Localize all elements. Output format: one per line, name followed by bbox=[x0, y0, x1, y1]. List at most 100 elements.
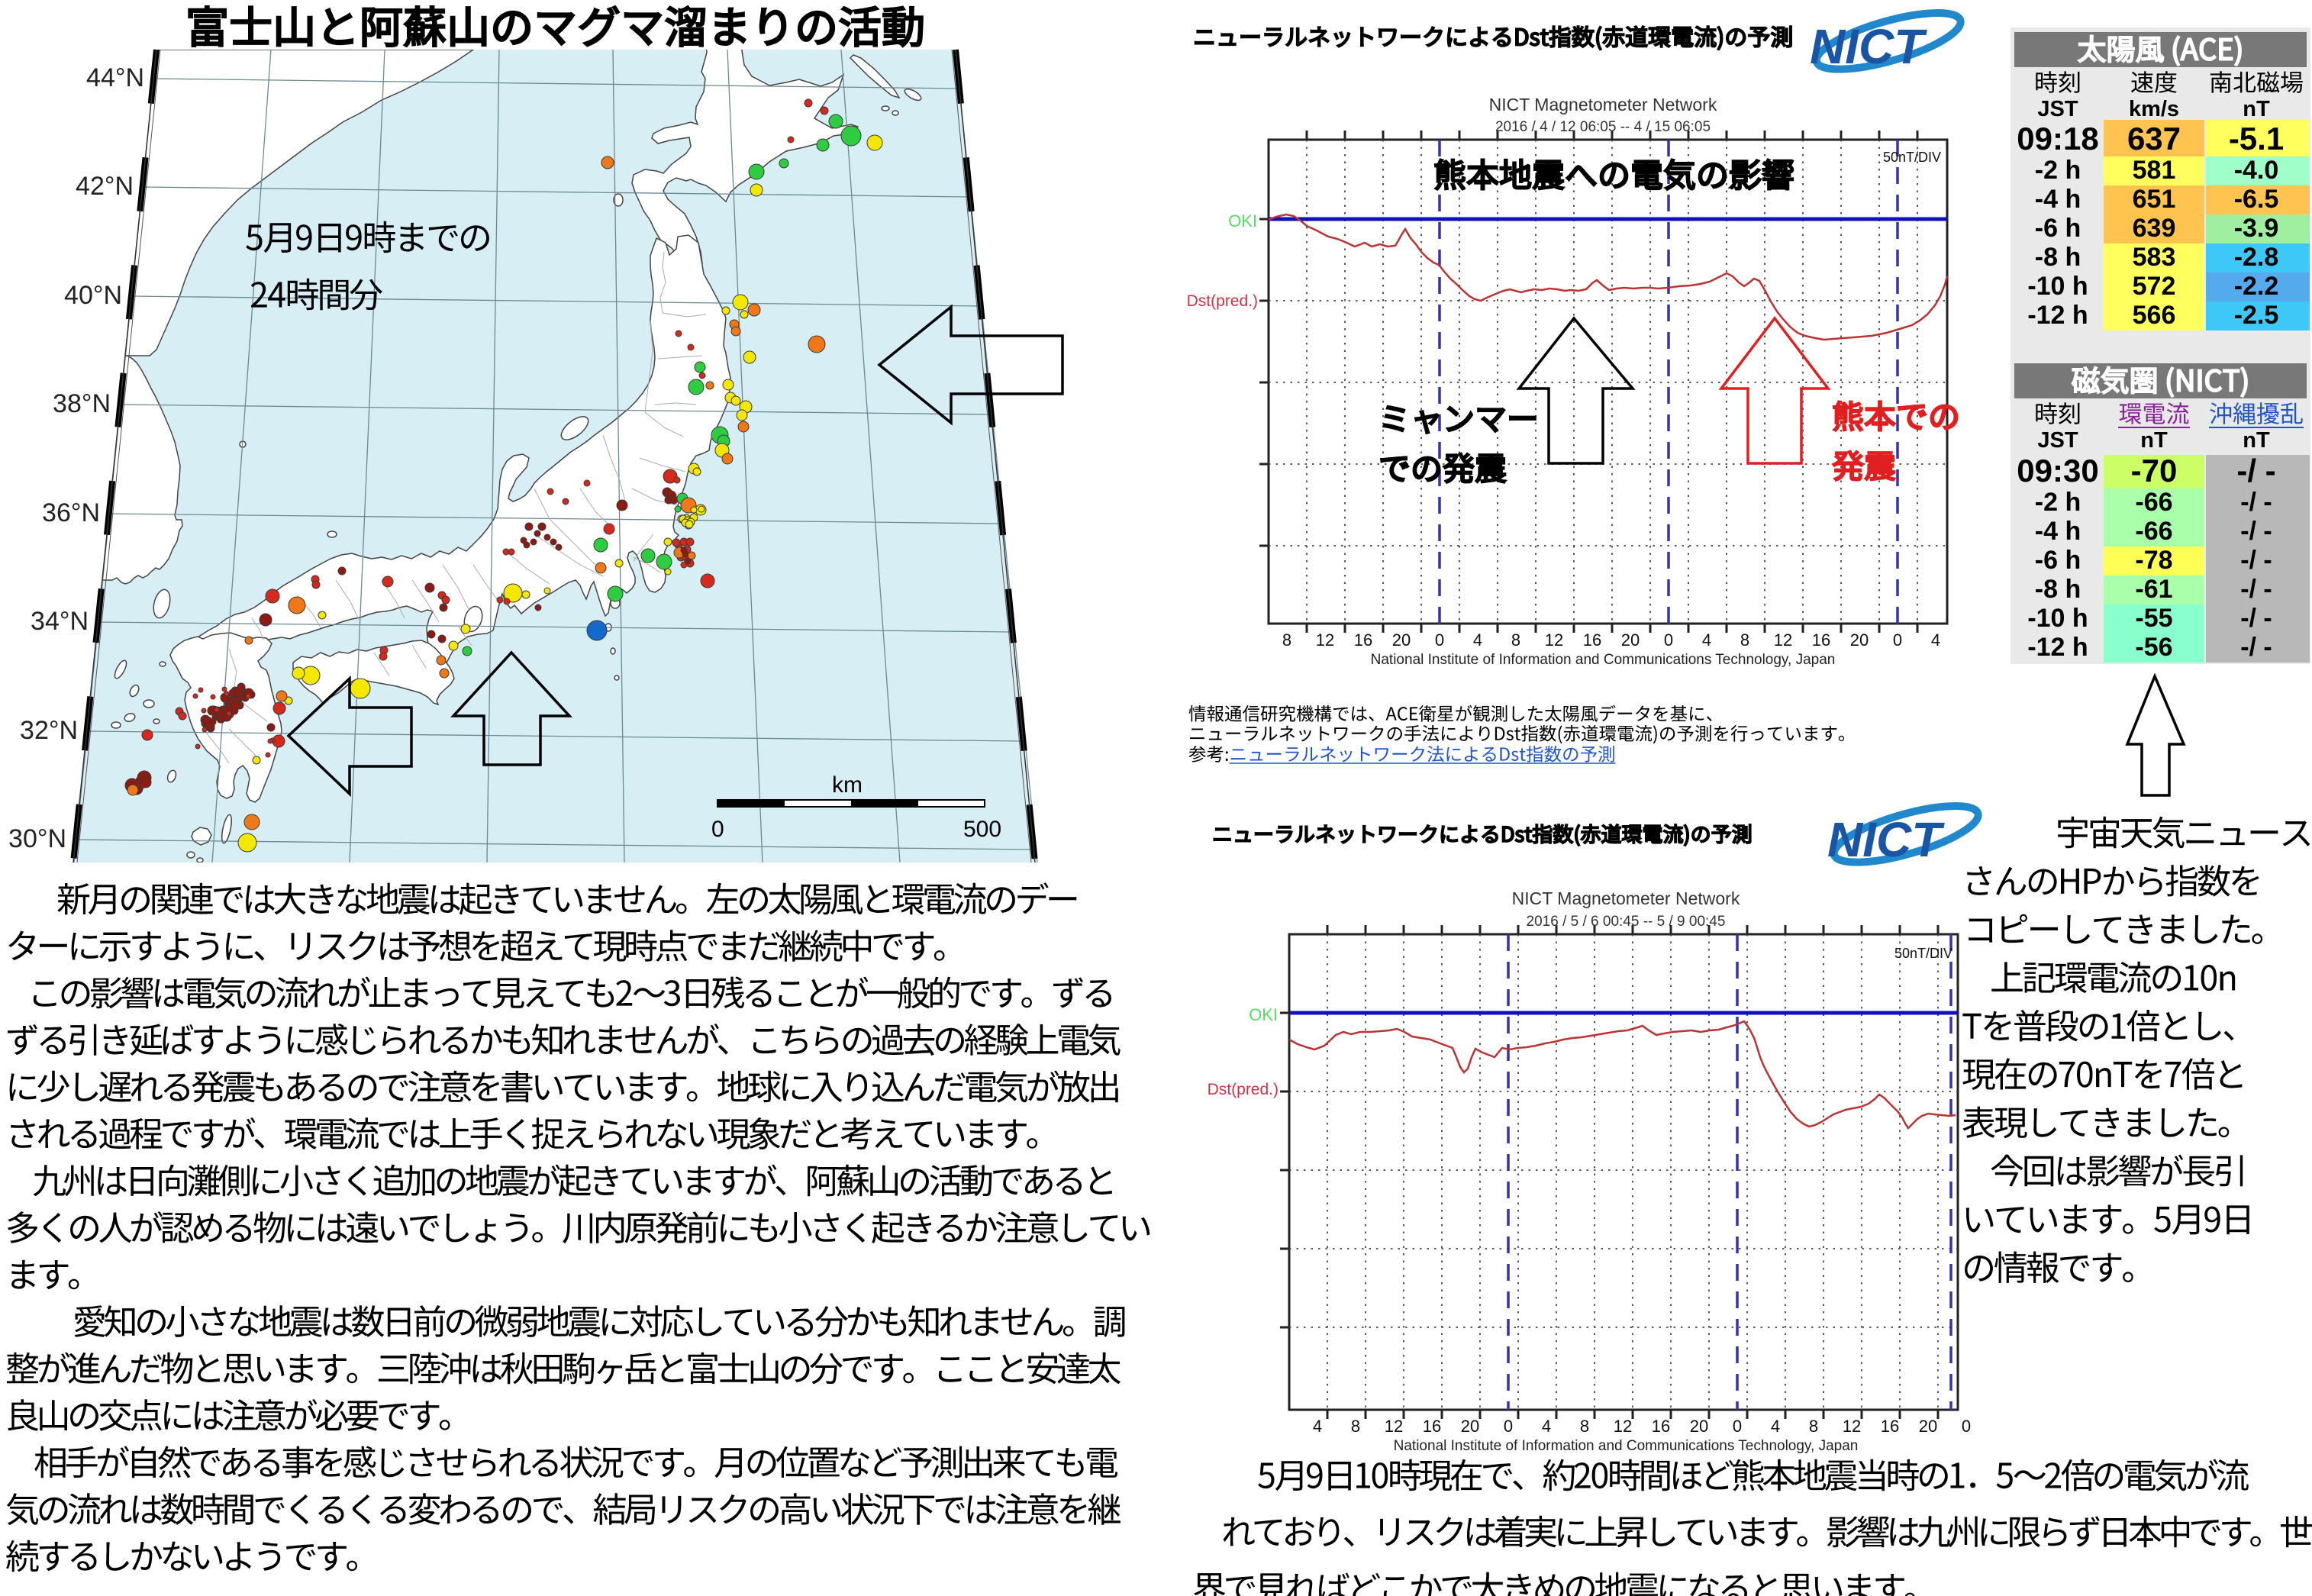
svg-text:12: 12 bbox=[1316, 630, 1334, 650]
svg-text:09:18: 09:18 bbox=[2017, 121, 2098, 156]
svg-text:-/ -: -/ - bbox=[2236, 453, 2275, 488]
svg-text:16: 16 bbox=[1652, 1417, 1670, 1436]
svg-text:8: 8 bbox=[1351, 1417, 1360, 1436]
svg-text:38°N: 38°N bbox=[53, 389, 111, 418]
svg-text:12: 12 bbox=[1614, 1417, 1632, 1436]
svg-text:8: 8 bbox=[1511, 630, 1520, 650]
svg-text:0: 0 bbox=[1962, 1417, 1971, 1436]
svg-text:34°N: 34°N bbox=[31, 607, 89, 636]
svg-text:-/ -: -/ - bbox=[2240, 488, 2272, 517]
svg-text:50nT/DIV: 50nT/DIV bbox=[1883, 150, 1941, 165]
svg-text:-12 h: -12 h bbox=[2027, 301, 2088, 330]
svg-text:-/ -: -/ - bbox=[2240, 575, 2272, 604]
svg-text:-10 h: -10 h bbox=[2027, 604, 2088, 633]
svg-text:nT: nT bbox=[2140, 428, 2168, 453]
svg-text:-66: -66 bbox=[2135, 488, 2172, 517]
svg-text:0: 0 bbox=[1435, 630, 1444, 650]
svg-text:20: 20 bbox=[1461, 1417, 1479, 1436]
svg-text:National Institute of Informat: National Institute of Information and Co… bbox=[1371, 652, 1836, 668]
svg-text:12: 12 bbox=[1385, 1417, 1403, 1436]
svg-text:8: 8 bbox=[1740, 630, 1749, 650]
svg-text:nT: nT bbox=[2243, 428, 2270, 453]
svg-text:-4.0: -4.0 bbox=[2234, 156, 2279, 185]
svg-text:637: 637 bbox=[2127, 121, 2181, 156]
svg-text:32°N: 32°N bbox=[20, 716, 78, 745]
svg-text:581: 581 bbox=[2133, 156, 2176, 185]
svg-text:20: 20 bbox=[1621, 630, 1640, 650]
svg-text:40°N: 40°N bbox=[64, 281, 122, 310]
svg-text:16: 16 bbox=[1812, 630, 1830, 650]
svg-text:4: 4 bbox=[1313, 1417, 1322, 1436]
svg-text:-/ -: -/ - bbox=[2240, 517, 2272, 546]
svg-text:12: 12 bbox=[1843, 1417, 1861, 1436]
svg-text:-8 h: -8 h bbox=[2035, 575, 2081, 604]
svg-text:8: 8 bbox=[1282, 630, 1291, 650]
svg-text:-78: -78 bbox=[2135, 546, 2172, 575]
svg-text:-61: -61 bbox=[2135, 575, 2172, 604]
svg-text:NICT: NICT bbox=[1810, 19, 1927, 74]
svg-text:572: 572 bbox=[2133, 272, 2176, 301]
svg-text:Dst(pred.): Dst(pred.) bbox=[1208, 1081, 1279, 1098]
svg-text:-8 h: -8 h bbox=[2035, 243, 2081, 272]
svg-text:Dst(pred.): Dst(pred.) bbox=[1187, 292, 1258, 310]
svg-text:09:30: 09:30 bbox=[2017, 453, 2098, 488]
svg-text:651: 651 bbox=[2133, 185, 2176, 214]
svg-text:-2 h: -2 h bbox=[2035, 488, 2081, 517]
svg-text:16: 16 bbox=[1881, 1417, 1899, 1436]
svg-text:16: 16 bbox=[1354, 630, 1372, 650]
svg-text:-/ -: -/ - bbox=[2240, 604, 2272, 633]
svg-text:-6.5: -6.5 bbox=[2234, 185, 2279, 214]
svg-text:30°N: 30°N bbox=[8, 824, 66, 853]
svg-text:4: 4 bbox=[1931, 630, 1940, 650]
svg-text:44°N: 44°N bbox=[86, 63, 144, 92]
svg-text:0: 0 bbox=[1733, 1417, 1742, 1436]
svg-text:-66: -66 bbox=[2135, 517, 2172, 546]
svg-text:-12 h: -12 h bbox=[2027, 633, 2088, 662]
svg-text:OKI: OKI bbox=[1228, 211, 1257, 231]
svg-text:20: 20 bbox=[1392, 630, 1411, 650]
svg-text:12: 12 bbox=[1545, 630, 1563, 650]
svg-text:-2.2: -2.2 bbox=[2234, 272, 2279, 301]
svg-text:km/s: km/s bbox=[2129, 97, 2179, 121]
svg-text:2016 / 4 / 12 06:05 -- 4: 2016 / 4 / 12 06:05 -- 4 / 15 06:05 bbox=[1495, 119, 1711, 135]
svg-text:8: 8 bbox=[1580, 1417, 1589, 1436]
svg-text:-6 h: -6 h bbox=[2035, 546, 2081, 575]
svg-text:566: 566 bbox=[2133, 301, 2176, 330]
svg-text:-2.5: -2.5 bbox=[2234, 301, 2279, 330]
svg-text:639: 639 bbox=[2133, 214, 2176, 243]
svg-text:NICT: NICT bbox=[1827, 812, 1945, 867]
svg-text:4: 4 bbox=[1542, 1417, 1551, 1436]
svg-text:-/ -: -/ - bbox=[2240, 633, 2272, 662]
svg-text:0: 0 bbox=[1664, 630, 1673, 650]
svg-text:0: 0 bbox=[1504, 1417, 1513, 1436]
svg-text:36°N: 36°N bbox=[42, 498, 100, 527]
svg-text:12: 12 bbox=[1774, 630, 1792, 650]
svg-text:4: 4 bbox=[1771, 1417, 1780, 1436]
svg-text:42°N: 42°N bbox=[76, 172, 134, 201]
svg-text:8: 8 bbox=[1809, 1417, 1818, 1436]
svg-text:16: 16 bbox=[1423, 1417, 1441, 1436]
svg-text:-70: -70 bbox=[2131, 453, 2178, 488]
svg-text:-55: -55 bbox=[2135, 604, 2172, 633]
svg-text:-6 h: -6 h bbox=[2035, 214, 2081, 243]
svg-text:16: 16 bbox=[1583, 630, 1601, 650]
svg-text:2016 / 5 / 6 00:45 -- 5 /: 2016 / 5 / 6 00:45 -- 5 / 9 00:45 bbox=[1527, 914, 1726, 930]
svg-text:-2 h: -2 h bbox=[2035, 156, 2081, 185]
svg-text:-56: -56 bbox=[2135, 633, 2172, 662]
svg-text:20: 20 bbox=[1919, 1417, 1937, 1436]
svg-text:-5.1: -5.1 bbox=[2229, 121, 2284, 156]
svg-text:km: km bbox=[832, 772, 863, 798]
svg-text:20: 20 bbox=[1690, 1417, 1708, 1436]
svg-text:4: 4 bbox=[1702, 630, 1711, 650]
svg-text:-/ -: -/ - bbox=[2240, 546, 2272, 575]
svg-text:-4 h: -4 h bbox=[2035, 185, 2081, 214]
svg-text:-4 h: -4 h bbox=[2035, 517, 2081, 546]
svg-text:NICT Magnetometer Network: NICT Magnetometer Network bbox=[1512, 888, 1740, 908]
svg-text:20: 20 bbox=[1850, 630, 1869, 650]
svg-text:JST: JST bbox=[2037, 428, 2078, 453]
svg-text:-2.8: -2.8 bbox=[2234, 243, 2279, 272]
svg-text:-3.9: -3.9 bbox=[2234, 214, 2279, 243]
svg-text:0: 0 bbox=[711, 817, 724, 842]
svg-text:0: 0 bbox=[1893, 630, 1902, 650]
svg-text:NICT Magnetometer Network: NICT Magnetometer Network bbox=[1489, 95, 1717, 114]
